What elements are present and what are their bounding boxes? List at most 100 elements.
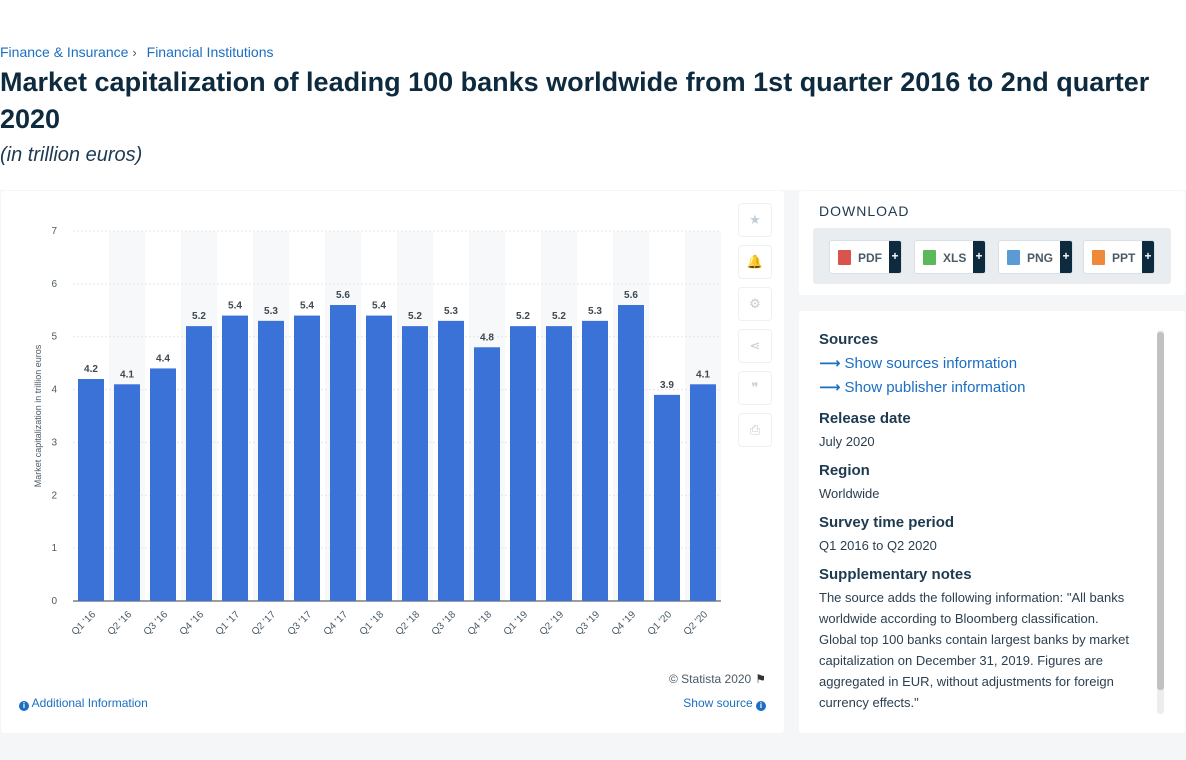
bar (330, 305, 356, 601)
scrollbar[interactable] (1157, 330, 1164, 714)
release-date-value: July 2020 (819, 434, 875, 449)
bar-value-label: 3.9 (660, 380, 674, 391)
survey-period-heading: Survey time period (819, 514, 955, 531)
gear-icon[interactable]: ⚙ (738, 287, 772, 321)
x-tick-label: Q3 '18 (430, 609, 459, 638)
bar-value-label: 5.4 (228, 301, 242, 312)
download-xls-label: XLS (943, 251, 967, 265)
additional-info-link[interactable]: i Additional Information (19, 696, 148, 711)
bar (150, 368, 176, 601)
x-tick-label: Q1 '17 (214, 609, 243, 638)
bar-value-label: 4.2 (84, 364, 98, 375)
bar (618, 305, 644, 601)
page-subtitle: (in trillion euros) (0, 144, 143, 166)
quote-glyph: ❞ (751, 380, 759, 395)
bar-value-label: 5.2 (192, 311, 206, 322)
x-tick-label: Q3 '19 (574, 609, 603, 638)
x-tick-label: Q2 '18 (394, 609, 423, 638)
bell-icon[interactable]: 🔔 (738, 245, 772, 279)
download-ppt-button[interactable]: PPT + (1083, 240, 1155, 274)
bar-value-label: 5.3 (264, 306, 278, 317)
bar (582, 320, 608, 601)
bar-value-label: 4.1 (696, 369, 710, 380)
x-tick-label: Q4 '19 (610, 609, 639, 638)
arrow-right-icon: ⟶ (819, 355, 841, 372)
breadcrumb-finance-insurance[interactable]: Finance & Insurance (0, 44, 129, 60)
share-icon[interactable]: ⋖ (738, 329, 772, 363)
download-bar: PDF + XLS + PNG + PPT + (813, 228, 1171, 284)
bar (546, 326, 572, 601)
bar-value-label: 5.2 (516, 311, 530, 322)
y-tick-label: 6 (51, 279, 57, 290)
y-tick-label: 1 (51, 543, 57, 554)
bar-value-label: 4.4 (156, 353, 170, 364)
x-tick-label: Q2 '19 (538, 609, 567, 638)
show-publisher-label: Show publisher information (844, 379, 1026, 396)
bar (438, 320, 464, 601)
x-tick-label: Q2 '16 (106, 609, 135, 638)
bar-value-label: 5.3 (444, 306, 458, 317)
x-tick-label: Q1 '16 (70, 609, 99, 638)
bar-value-label: 5.6 (336, 290, 350, 301)
quote-icon[interactable]: ❞ (738, 371, 772, 405)
region-value: Worldwide (819, 486, 880, 501)
bell-glyph: 🔔 (746, 254, 764, 269)
bar (510, 326, 536, 601)
plus-icon: + (1060, 241, 1072, 273)
bar (474, 347, 500, 601)
share-glyph: ⋖ (749, 338, 761, 353)
bar-value-label: 5.2 (552, 311, 566, 322)
bar (222, 315, 248, 601)
page-title: Market capitalization of leading 100 ban… (0, 67, 1150, 134)
scroll-thumb[interactable] (1157, 332, 1164, 690)
y-tick-label: 4 (51, 385, 57, 396)
flag-icon[interactable]: ⚑ (755, 672, 766, 686)
download-xls-button[interactable]: XLS + (914, 240, 986, 274)
bar-value-label: 5.2 (408, 311, 422, 322)
x-tick-label: Q3 '16 (142, 609, 171, 638)
show-sources-link[interactable]: ⟶ Show sources information (819, 352, 1139, 376)
download-ppt-label: PPT (1112, 251, 1136, 265)
survey-period-value: Q1 2016 to Q2 2020 (819, 538, 937, 553)
bar (258, 320, 284, 601)
y-axis-label: Market capitalization in trillion euros (33, 344, 43, 487)
breadcrumb: Finance & Insurance › Financial Instituti… (0, 44, 273, 60)
xls-file-icon (923, 250, 936, 265)
show-source-link[interactable]: Show source i (683, 696, 766, 711)
copyright-text: © Statista 2020 (669, 672, 752, 686)
supplementary-notes-value: The source adds the following informatio… (819, 590, 1130, 710)
show-sources-label: Show sources information (844, 355, 1018, 372)
bar (294, 315, 320, 601)
bar-chart: 0 1 2 3 4 5 6 7 Market capitalization in trillio… (33, 226, 721, 638)
x-tick-label: Q4 '17 (322, 609, 351, 638)
page-header: Finance & Insurance › Financial Instituti… (0, 40, 1186, 190)
ppt-file-icon (1092, 250, 1105, 265)
info-icon: i (19, 701, 29, 711)
download-png-button[interactable]: PNG + (998, 240, 1073, 274)
bar (654, 394, 680, 601)
plus-icon: + (1142, 241, 1154, 273)
star-icon[interactable]: ★ (738, 203, 772, 237)
print-glyph: ⎙ (749, 422, 761, 437)
pdf-file-icon (838, 250, 851, 265)
bar (366, 315, 392, 601)
chart-toolbar: ★ 🔔 ⚙ ⋖ ❞ ⎙ (738, 203, 774, 455)
sources-heading: Sources (819, 331, 879, 348)
bar-value-label: 5.6 (624, 290, 638, 301)
chart-card: 0 1 2 3 4 5 6 7 Market capitalization in trillio… (1, 191, 784, 733)
show-publisher-link[interactable]: ⟶ Show publisher information (819, 376, 1139, 400)
y-tick-label: 3 (51, 437, 57, 448)
copyright: © Statista 2020 ⚑ (669, 672, 766, 686)
print-icon[interactable]: ⎙ (738, 413, 772, 447)
bar-value-label: 4.1 (120, 369, 134, 380)
x-tick-label: Q2 '20 (682, 609, 711, 638)
y-tick-label: 2 (51, 490, 57, 501)
x-tick-label: Q2 '17 (250, 609, 279, 638)
meta-content: Sources ⟶ Show sources information ⟶ Show … (819, 331, 1139, 723)
breadcrumb-separator: › (132, 45, 137, 60)
breadcrumb-financial-institutions[interactable]: Financial Institutions (146, 44, 274, 60)
release-date-heading: Release date (819, 410, 911, 427)
download-pdf-button[interactable]: PDF + (829, 240, 902, 274)
gear-glyph: ⚙ (749, 296, 761, 311)
top-strip (0, 0, 1186, 40)
